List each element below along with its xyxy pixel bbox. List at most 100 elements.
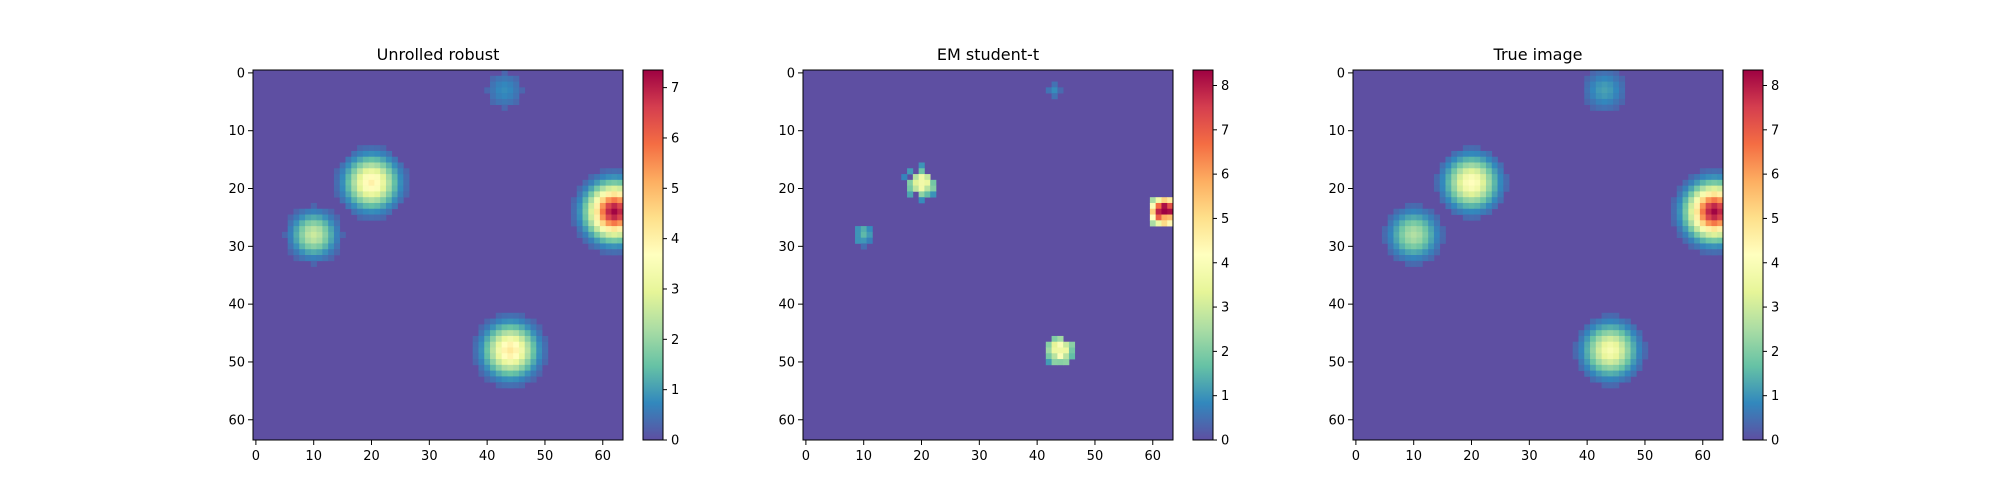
heatmap-cell [924,191,931,198]
heatmap-cell [930,179,937,186]
heatmap-cell [1433,174,1441,181]
heatmap-cell [524,347,531,354]
heatmap-cell [1676,208,1683,215]
heatmap-cell [1387,214,1394,221]
heatmap-cell [1155,220,1162,227]
heatmap-cell [588,226,595,233]
heatmap-cell [1485,162,1493,169]
heatmap-cell [599,168,607,175]
heatmap-cell [316,231,323,239]
y-tick-label: 60 [1328,413,1345,428]
heatmap-cell [576,231,583,239]
heatmap-cell [542,359,549,366]
heatmap-cell [1607,70,1614,77]
heatmap-cell [1711,191,1718,198]
heatmap-cell [611,202,618,210]
heatmap-cell [368,168,375,175]
heatmap-cell [1416,243,1423,250]
heatmap-cell [1387,226,1394,233]
heatmap-cell [1670,202,1678,210]
heatmap-cell [507,312,514,319]
heatmap-cell [368,185,375,192]
heatmap-cell [345,197,352,204]
heatmap-cell [1405,226,1412,233]
heatmap-cell [1387,237,1394,244]
heatmap-cell [1595,318,1602,325]
colorbar-tick-label: 5 [1771,212,1779,227]
heatmap-cell [397,179,404,186]
heatmap-cell [1410,220,1417,227]
heatmap-cell [380,197,387,204]
heatmap-cell [484,359,491,366]
heatmap-cell [1705,174,1712,181]
heatmap-cell [1607,341,1614,348]
heatmap-cell [1485,156,1493,163]
colorbar [642,69,664,441]
heatmap-cell [368,191,375,198]
heatmap-cell [1416,220,1423,227]
heatmap-cell [490,341,497,348]
heatmap-cell [582,214,589,221]
heatmap-cell [582,202,589,210]
heatmap-cell [1682,179,1689,186]
heatmap-cell [611,197,618,204]
heatmap-cell [1613,364,1620,371]
heatmap-cell [1497,168,1504,175]
colorbar-tick-label: 7 [1771,123,1779,138]
colorbar [1192,69,1214,441]
heatmap-cell [918,197,925,204]
heatmap-cell [1410,231,1417,239]
heatmap-cell [1503,174,1510,181]
heatmap-cell [570,220,578,227]
heatmap-cell [299,249,306,256]
heatmap-cell [518,312,526,319]
heatmap-cell [333,179,341,186]
heatmap-cell [1422,249,1429,256]
heatmap-cell [1491,185,1498,192]
heatmap-cell [518,341,526,348]
heatmap-cell [1601,370,1608,377]
colorbar-tick-label: 6 [1771,168,1779,183]
heatmap-cell [1051,353,1058,360]
heatmap-cell [1595,330,1602,337]
heatmap-cell [385,185,393,192]
heatmap-cell [1468,168,1475,175]
heatmap-cell [1445,202,1452,210]
heatmap-cell [1601,330,1608,337]
heatmap-cell [1393,243,1400,250]
heatmap-cell [501,347,508,354]
heatmap-cell [299,208,306,215]
heatmap-cell [490,335,497,343]
x-tick-label: 30 [421,449,438,464]
heatmap-cell [576,197,583,204]
heatmap-cell [293,249,300,256]
heatmap-cell [1630,353,1637,360]
heatmap-cells [855,81,1174,366]
heatmap-cell [299,231,306,239]
heatmap-cell [524,364,531,371]
heatmap-cell [1474,156,1481,163]
heatmap-cell [1711,185,1718,192]
heatmap-cell [345,162,352,169]
heatmap-cell [1410,208,1417,215]
heatmap-cell [1618,87,1626,94]
heatmap-cell [599,226,607,233]
heatmap-cell [1630,347,1637,354]
heatmap-cell [1167,197,1174,204]
y-tick-label: 10 [1328,124,1345,139]
heatmap-cell [901,174,908,181]
heatmap-cell [518,364,526,371]
heatmap-cell [1428,208,1435,215]
heatmap-cell [1462,179,1469,186]
heatmap-cell [1410,202,1417,210]
heatmap-cell [1618,359,1626,366]
heatmap-cell [524,359,531,366]
heatmap-cell [1405,237,1412,244]
heatmap-cell [287,237,294,244]
heatmap-cell [1711,249,1718,256]
heatmap-cell [293,220,300,227]
heatmap-cell [1618,330,1626,337]
heatmap-cell [582,191,589,198]
heatmap-cell [345,191,352,198]
heatmap-cell [1618,370,1626,377]
